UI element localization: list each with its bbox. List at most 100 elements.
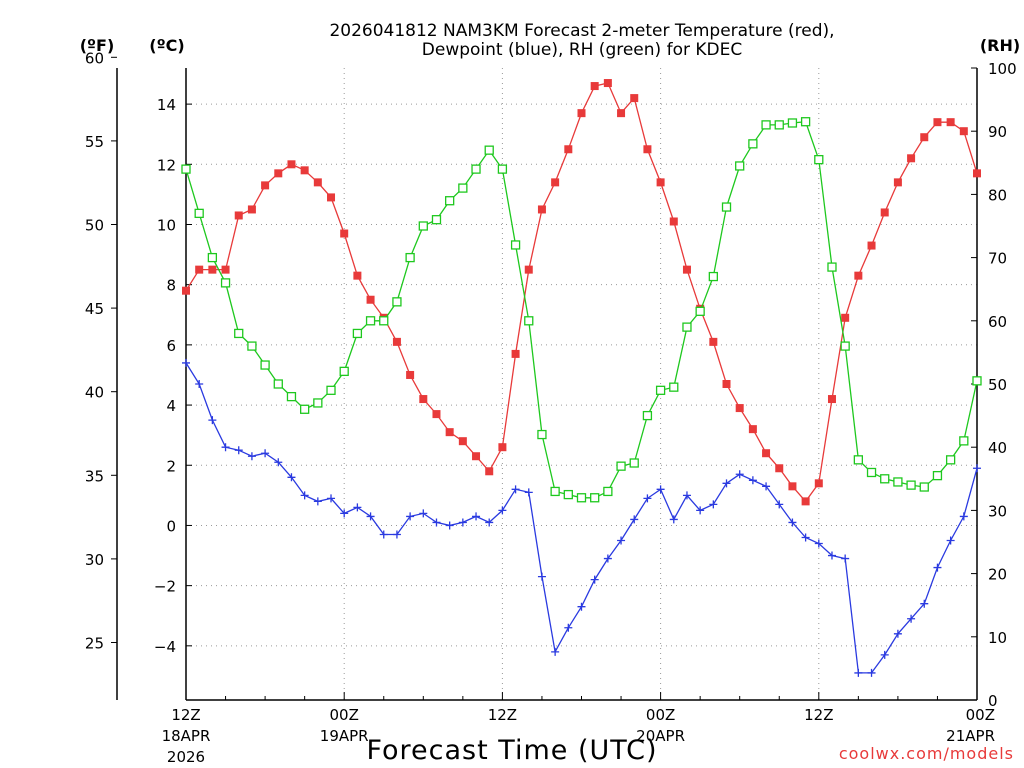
fahrenheit-unit-label: (ºF) [80, 36, 115, 55]
data-point [432, 518, 441, 527]
data-point [261, 449, 270, 458]
data-point [274, 458, 283, 467]
data-point [774, 120, 784, 130]
time-tick-label: 12Z [488, 706, 517, 724]
data-point [287, 160, 296, 169]
rh-tick-label: 60 [988, 313, 1007, 331]
data-point [920, 133, 929, 142]
celsius-tick-label: 12 [157, 156, 176, 174]
gridlines [186, 68, 977, 700]
data-point [392, 530, 401, 539]
data-point [682, 265, 691, 274]
data-point [181, 164, 191, 174]
fahrenheit-tick-label: 35 [85, 467, 104, 485]
data-point [853, 455, 863, 465]
data-point [642, 410, 653, 421]
data-point [616, 461, 626, 471]
data-point [669, 515, 678, 524]
data-point [827, 551, 836, 560]
data-point [498, 506, 507, 515]
data-point [194, 208, 204, 219]
data-point [866, 467, 877, 478]
data-point [682, 491, 691, 500]
data-point [735, 404, 744, 413]
data-point [577, 109, 586, 118]
data-point [485, 518, 494, 527]
celsius-tick-label: −2 [154, 578, 176, 596]
data-point [973, 169, 981, 178]
data-point [617, 536, 626, 545]
time-tick-date: 18APR [162, 727, 211, 745]
x-axis-label: Forecast Time (UTC) [366, 735, 657, 766]
data-point [787, 118, 798, 128]
time-tick-label: 00Z [646, 706, 675, 724]
data-point [366, 512, 375, 521]
data-point [511, 349, 520, 358]
data-point [919, 482, 929, 492]
data-point [721, 202, 732, 212]
series-2-meter-temperature-c [182, 79, 981, 506]
celsius-tick-label: 6 [166, 337, 176, 355]
fahrenheit-tick-label: 25 [85, 634, 104, 652]
data-point [287, 473, 296, 482]
data-point [959, 512, 968, 521]
data-point [708, 271, 718, 282]
data-point [220, 278, 231, 288]
fahrenheit-tick-label: 50 [85, 216, 104, 234]
data-point [840, 341, 850, 351]
data-point [920, 599, 929, 608]
data-point [590, 82, 599, 91]
data-point [801, 497, 810, 506]
data-point [327, 193, 336, 202]
data-point [221, 443, 230, 452]
data-point [207, 252, 218, 263]
data-point [867, 668, 876, 677]
data-point [775, 500, 784, 509]
rh-tick-label: 10 [988, 629, 1007, 647]
data-point [208, 416, 217, 425]
data-point [669, 382, 679, 392]
time-tick-label: 12Z [171, 706, 200, 724]
data-point [630, 515, 639, 524]
data-point [590, 575, 599, 584]
data-point [313, 398, 323, 408]
data-point [946, 536, 955, 545]
data-point [762, 449, 771, 458]
data-point [247, 205, 256, 214]
data-point [299, 404, 310, 414]
data-point [788, 482, 797, 491]
data-point [379, 530, 388, 539]
data-point [524, 488, 533, 497]
data-point [590, 493, 600, 503]
data-point [432, 410, 441, 419]
data-point [445, 521, 454, 530]
axes: 25 30 35 40 45 50 55 60 −4 −2 0 2 4 6 8 10 12 14 0 10 20 30 40… [85, 49, 1017, 766]
data-point [933, 118, 942, 127]
data-point [497, 164, 508, 174]
data-point [629, 458, 639, 468]
data-point [195, 265, 204, 274]
data-point [827, 262, 837, 272]
data-point [286, 391, 297, 402]
data-point [247, 452, 256, 461]
data-point [472, 512, 481, 521]
data-point [630, 94, 639, 103]
data-point [406, 370, 415, 379]
data-point [313, 497, 322, 506]
data-point [735, 161, 745, 171]
data-point [907, 614, 916, 623]
data-point [893, 178, 902, 187]
data-point [788, 518, 797, 527]
data-point [854, 668, 863, 677]
data-point [234, 211, 243, 220]
data-point [551, 647, 560, 656]
data-point [946, 118, 955, 127]
time-tick-label: 00Z [330, 706, 359, 724]
series-rh [181, 117, 982, 503]
data-point [405, 252, 415, 263]
data-point [656, 485, 665, 494]
data-point [933, 563, 942, 572]
data-point [327, 494, 336, 503]
data-point [458, 183, 468, 193]
data-point [762, 482, 771, 491]
